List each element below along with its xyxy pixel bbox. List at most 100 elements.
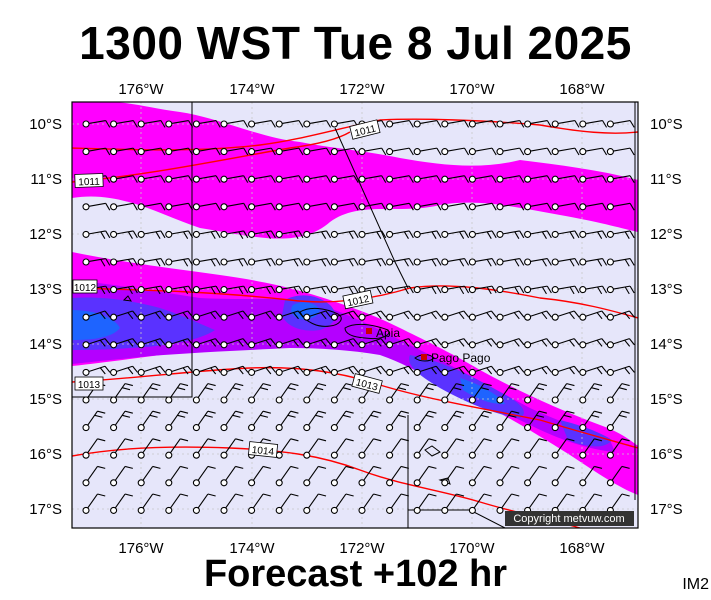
wind-barb bbox=[330, 147, 359, 156]
wind-barb bbox=[413, 410, 437, 432]
wind-barb bbox=[165, 410, 189, 432]
wind-barb bbox=[551, 257, 580, 267]
wind-barb bbox=[579, 365, 608, 376]
wind-barb bbox=[137, 175, 166, 183]
wind-barb bbox=[524, 365, 553, 376]
wind-barb bbox=[110, 410, 133, 432]
wind-barb bbox=[220, 257, 249, 267]
wind-barb bbox=[303, 285, 332, 295]
wind-barb bbox=[524, 147, 552, 156]
wind-barb bbox=[82, 338, 111, 349]
wind-barb bbox=[358, 438, 382, 459]
wind-barb bbox=[441, 202, 470, 211]
lat-tick-label: 15°S bbox=[650, 391, 683, 408]
wind-barb bbox=[551, 285, 580, 295]
wind-barb bbox=[606, 285, 635, 295]
wind-barb bbox=[303, 310, 332, 321]
map-frame bbox=[71, 101, 639, 529]
wind-barb bbox=[579, 410, 603, 432]
wind-barb bbox=[275, 202, 304, 211]
wind-barb bbox=[524, 338, 553, 349]
wind-barb bbox=[165, 310, 194, 321]
wind-barb bbox=[386, 310, 415, 321]
wind-barb bbox=[496, 465, 520, 487]
wind-barb bbox=[82, 310, 111, 321]
wind-barb bbox=[524, 230, 552, 239]
wind-barb bbox=[165, 465, 189, 487]
wind-barb bbox=[413, 493, 437, 514]
place-label: Apia bbox=[376, 326, 400, 340]
wind-barb bbox=[165, 383, 189, 404]
wind-barb bbox=[330, 175, 359, 183]
wind-barb bbox=[248, 338, 277, 349]
wind-barb bbox=[137, 365, 166, 376]
wind-barb bbox=[220, 338, 249, 349]
wind-barb bbox=[441, 383, 465, 404]
wind-barb bbox=[386, 285, 414, 295]
wind-barb bbox=[137, 493, 161, 514]
wind-barb bbox=[468, 493, 492, 514]
wind-barb bbox=[468, 465, 492, 487]
wind-barb bbox=[220, 410, 244, 432]
wind-barb bbox=[468, 119, 497, 128]
wind-barb bbox=[165, 230, 194, 239]
wind-barb bbox=[110, 465, 133, 487]
wind-barb bbox=[441, 257, 470, 267]
wind-barb bbox=[220, 438, 244, 459]
wind-barb bbox=[579, 338, 608, 349]
wind-barb bbox=[496, 230, 525, 239]
lat-labels-right: 10°S 11°S 12°S 13°S 14°S 15°S 16°S 17°S bbox=[650, 116, 683, 518]
wind-barb bbox=[330, 338, 359, 349]
wind-barb bbox=[220, 202, 249, 211]
wind-barb bbox=[192, 230, 221, 239]
wind-barb bbox=[303, 438, 327, 459]
isobar-label: 1012 bbox=[72, 279, 98, 294]
copyright-badge: Copyright metvuw.com bbox=[505, 511, 634, 526]
wind-barb bbox=[551, 202, 580, 211]
wind-barb bbox=[303, 230, 332, 239]
wind-barb bbox=[220, 285, 249, 295]
wind-barb bbox=[551, 410, 575, 432]
wind-barb bbox=[551, 230, 580, 239]
wind-barb bbox=[248, 493, 271, 514]
wind-barb bbox=[303, 338, 332, 349]
wind-barb bbox=[248, 285, 276, 295]
wind-barb bbox=[413, 310, 442, 321]
wind-barb bbox=[248, 175, 276, 183]
wind-barb bbox=[551, 438, 575, 459]
lon-tick-label: 170°W bbox=[449, 81, 495, 98]
wind-barb bbox=[468, 310, 497, 321]
wind-barb bbox=[137, 410, 161, 432]
wind-barb bbox=[220, 383, 244, 404]
wind-barb bbox=[386, 338, 415, 349]
wind-barb bbox=[137, 465, 161, 487]
lon-tick-label: 176°W bbox=[118, 540, 164, 557]
wind-barb bbox=[275, 338, 304, 349]
wind-barb bbox=[606, 310, 635, 321]
wind-barb bbox=[524, 119, 552, 128]
wind-barb bbox=[110, 230, 138, 239]
wind-barb bbox=[496, 285, 525, 295]
wind-barb bbox=[110, 438, 133, 459]
wind-barb bbox=[330, 310, 359, 321]
wind-barb bbox=[579, 383, 603, 404]
wind-barb bbox=[551, 383, 575, 404]
lat-tick-label: 16°S bbox=[650, 446, 683, 463]
wind-barb bbox=[165, 285, 194, 295]
wind-barb bbox=[275, 175, 304, 183]
wind-barb bbox=[220, 147, 249, 156]
wind-barb bbox=[413, 383, 437, 404]
isobar-label: 1011 bbox=[349, 119, 381, 140]
lat-tick-label: 10°S bbox=[650, 116, 683, 133]
wind-barb bbox=[606, 147, 635, 156]
wind-barb bbox=[441, 230, 470, 239]
wind-barb bbox=[413, 338, 442, 349]
lon-tick-label: 176°W bbox=[118, 81, 164, 98]
forecast-hour: Forecast +102 hr bbox=[203, 553, 508, 595]
wind-barb bbox=[606, 383, 630, 404]
rain-area-core bbox=[460, 378, 505, 405]
wind-barb bbox=[110, 383, 133, 404]
wind-barb bbox=[358, 493, 382, 514]
wind-barb bbox=[137, 310, 166, 321]
lat-tick-label: 14°S bbox=[29, 336, 62, 353]
